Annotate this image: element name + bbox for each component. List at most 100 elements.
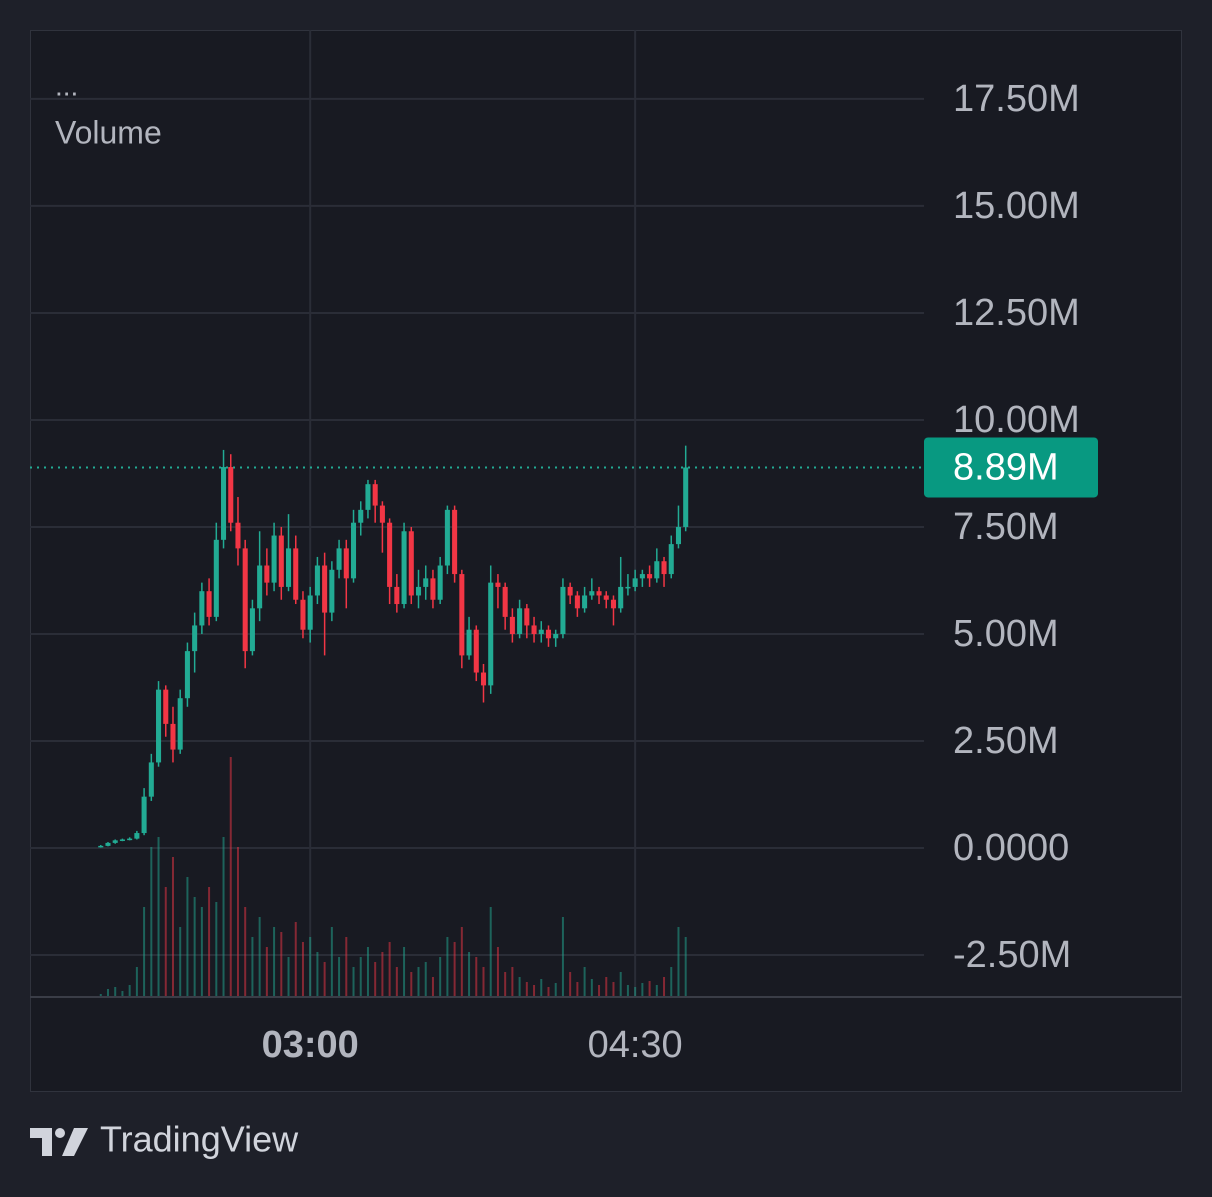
volume-bar [143, 907, 146, 997]
volume-bar [489, 907, 492, 997]
volume-bar [193, 897, 196, 997]
candle-body [531, 625, 537, 635]
candle-body [112, 840, 118, 843]
volume-bar [482, 967, 485, 997]
last-price-label: 8.89M [953, 447, 1059, 489]
candle-body [156, 689, 162, 763]
volume-bar [648, 981, 651, 997]
volume-bar [114, 987, 117, 997]
candle-body [358, 509, 364, 523]
volume-bar [273, 927, 276, 997]
volume-label: Volume [55, 114, 162, 150]
y-tick-label: 12.50M [953, 292, 1080, 334]
candle-body [574, 595, 580, 609]
volume-pane [99, 757, 687, 997]
volume-bar [359, 957, 362, 997]
candle-body [379, 505, 385, 523]
volume-bar [186, 877, 189, 997]
volume-bar [540, 979, 543, 997]
volume-bar [446, 937, 449, 997]
candle-body [192, 625, 198, 652]
y-tick-label: 15.00M [953, 185, 1080, 227]
volume-bar [525, 982, 528, 997]
candle-body [625, 586, 631, 589]
candle-body [647, 574, 653, 579]
candle-body [98, 845, 104, 848]
candle-body [394, 586, 400, 605]
volume-bar [475, 957, 478, 997]
candle-body [213, 539, 219, 617]
y-tick-label: 5.00M [953, 613, 1059, 655]
volume-bar [410, 972, 413, 997]
candle-body [560, 586, 566, 635]
y-tick-label: -2.50M [953, 934, 1071, 976]
candle-body [444, 509, 450, 566]
candle-body [242, 548, 248, 652]
volume-bar [106, 989, 109, 997]
volume-bar [309, 937, 312, 997]
volume-bar [663, 977, 666, 997]
candle-body [668, 544, 674, 575]
candle-body [401, 531, 407, 605]
volume-bar [518, 977, 521, 997]
volume-bar [244, 907, 247, 997]
candle-body [278, 535, 284, 587]
candle-body [415, 586, 422, 596]
candle-body [314, 565, 320, 596]
candle-body [221, 467, 227, 540]
indicator-label: ... [55, 70, 78, 101]
volume-bar [684, 937, 687, 997]
candle-body [329, 569, 335, 613]
y-tick-label: 17.50M [953, 78, 1080, 120]
candle-body [177, 698, 183, 750]
volume-bar [511, 967, 514, 997]
candle-body [387, 522, 393, 587]
candle-body [654, 561, 660, 579]
volume-bar [265, 947, 268, 997]
volume-bar [439, 957, 442, 997]
candle-body [300, 599, 306, 630]
candle-body [423, 578, 429, 587]
volume-bar [453, 942, 456, 997]
candle-body [437, 565, 443, 600]
volume-bar [468, 952, 471, 997]
volume-bar [417, 967, 420, 997]
candle-body [567, 586, 573, 596]
volume-bar [561, 917, 564, 997]
candle-body [473, 629, 479, 673]
candle-body [408, 531, 414, 596]
candle-body [148, 762, 154, 797]
volume-bar [338, 957, 341, 997]
candle-body [170, 723, 176, 750]
volume-bar [222, 837, 225, 997]
volume-bar [598, 985, 601, 997]
candle-body [524, 608, 530, 626]
candle-body [517, 608, 523, 635]
volume-bar [128, 985, 131, 997]
volume-bar [576, 982, 579, 997]
chart-panel [30, 30, 1182, 1092]
y-tick-label: 0.0000 [953, 827, 1069, 869]
volume-bar [135, 967, 138, 997]
volume-bar [294, 922, 297, 997]
candle-body [127, 838, 133, 841]
volume-bar [619, 972, 622, 997]
volume-bar [496, 947, 499, 997]
volume-bar [121, 991, 124, 997]
volume-bar [323, 962, 326, 997]
volume-bar [374, 962, 377, 997]
volume-bar [641, 983, 644, 997]
candle-body [618, 586, 624, 609]
candle-body [675, 526, 682, 545]
candle-body [610, 599, 617, 609]
volume-bar [504, 972, 507, 997]
last-price-box [924, 437, 1098, 498]
candle-body [343, 548, 349, 579]
volume-bar [229, 757, 232, 997]
candle-body [459, 574, 465, 656]
candle-body [119, 839, 125, 841]
candle-body [430, 578, 436, 600]
candle-body [661, 561, 667, 575]
candle-body [683, 467, 689, 527]
